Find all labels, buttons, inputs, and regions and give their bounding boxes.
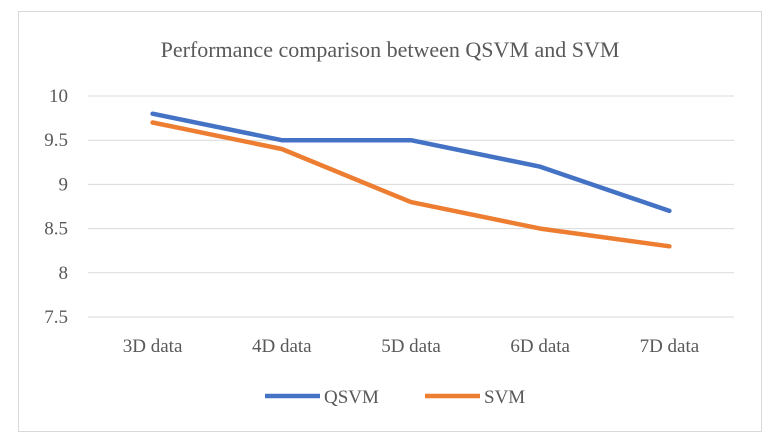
series-line-svm xyxy=(150,120,672,249)
x-tick-label: 7D data xyxy=(640,336,700,357)
legend-label: SVM xyxy=(484,387,525,408)
x-tick-label: 4D data xyxy=(252,336,312,357)
y-axis-ticks: 7.5 8 8.5 9 9.5 10 xyxy=(44,86,68,328)
chart-title: Performance comparison between QSVM and … xyxy=(161,37,620,62)
y-tick-label: 8 xyxy=(59,263,69,284)
y-tick-label: 10 xyxy=(49,86,68,107)
x-tick-label: 3D data xyxy=(123,336,183,357)
series-lines xyxy=(150,111,672,249)
legend-label: QSVM xyxy=(324,387,379,408)
y-tick-label: 7.5 xyxy=(44,307,68,328)
x-tick-label: 6D data xyxy=(510,336,570,357)
x-axis-ticks: 3D data 4D data 5D data 6D data 7D data xyxy=(123,336,700,357)
y-tick-label: 8.5 xyxy=(44,219,68,240)
series-line-qsvm xyxy=(150,111,672,214)
x-tick-label: 5D data xyxy=(381,336,441,357)
y-tick-label: 9 xyxy=(59,174,69,195)
y-tick-label: 9.5 xyxy=(44,130,68,151)
chart-frame xyxy=(18,11,762,432)
legend: QSVM SVM xyxy=(265,387,525,408)
